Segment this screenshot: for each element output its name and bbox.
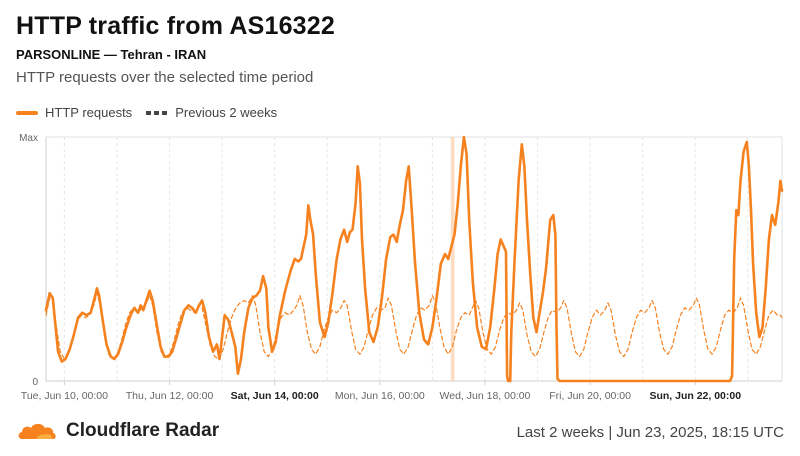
chart-title: HTTP traffic from AS16322	[16, 12, 335, 40]
legend-swatch-solid	[16, 110, 38, 115]
brand-name: Cloudflare Radar	[66, 420, 220, 441]
cloud-icon	[18, 423, 56, 439]
legend-label-previous-2-weeks: Previous 2 weeks	[175, 105, 278, 120]
time-range-timestamp: Jun 23, 2025, 18:15 UTC	[616, 424, 784, 441]
chart-description: HTTP requests over the selected time per…	[16, 69, 314, 86]
legend-item-http-requests[interactable]: HTTP requests	[16, 105, 132, 120]
series-line-http-requests[interactable]	[44, 135, 784, 383]
x-tick-label: Mon, Jun 16, 00:00	[335, 390, 425, 402]
network-subtitle: PARSONLINE — Tehran - IRAN	[16, 47, 207, 62]
line-chart: Max 0 Tue, Jun 10, 00:00 Thu, Jun 12, 00:00…	[19, 133, 784, 402]
time-range-period: Last 2 weeks	[516, 424, 605, 441]
chart-legend: HTTP requests Previous 2 weeks	[16, 105, 277, 120]
x-tick-label: Sun, Jun 22, 00:00	[649, 390, 741, 402]
cloudflare-logo[interactable]: Cloudflare Radar	[16, 420, 219, 442]
x-tick-label: Fri, Jun 20, 00:00	[549, 390, 631, 402]
x-tick-label: Tue, Jun 10, 00:00	[21, 390, 108, 402]
x-tick-label: Thu, Jun 12, 00:00	[126, 390, 214, 402]
legend-swatch-dashed	[146, 110, 169, 115]
legend-label-http-requests: HTTP requests	[45, 105, 133, 120]
y-tick-label: 0	[32, 377, 38, 388]
y-tick-label: Max	[19, 133, 38, 144]
legend-item-previous-2-weeks[interactable]: Previous 2 weeks	[146, 105, 277, 120]
series-line-previous-2-weeks[interactable]	[45, 292, 783, 360]
highlight-band	[450, 137, 455, 381]
x-tick-label: Wed, Jun 18, 00:00	[440, 390, 531, 402]
time-range-info: Last 2 weeks | Jun 23, 2025, 18:15 UTC	[517, 424, 784, 441]
time-range-separator: |	[608, 424, 613, 441]
x-tick-label: Sat, Jun 14, 00:00	[231, 390, 319, 402]
